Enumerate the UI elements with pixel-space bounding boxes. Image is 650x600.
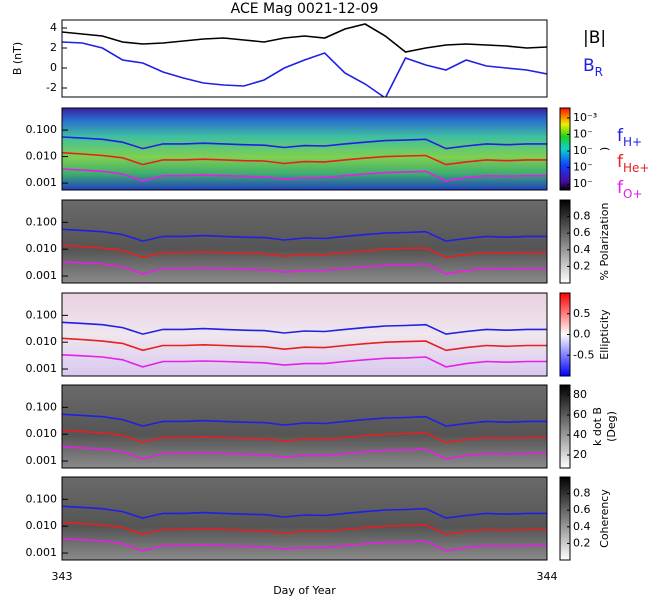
- legend-subscript: O+: [623, 187, 643, 201]
- legend-name: B: [583, 56, 595, 76]
- colorbar-tick-label: 10⁻³: [573, 111, 597, 124]
- colorbar-tick-label: 10⁻: [573, 177, 593, 190]
- series-line: [62, 41, 547, 97]
- legend-entry: |B|: [583, 28, 606, 48]
- legend-subscript: He+: [623, 161, 649, 175]
- colorbar-label: k dot B: [591, 407, 604, 446]
- chart-title: ACE Mag 0021-12-09: [231, 1, 379, 17]
- legend-name: |B|: [583, 28, 606, 48]
- gyrofrequency-line: [62, 321, 547, 335]
- legend-entry: fH+: [617, 126, 642, 149]
- y-tick-label: 0.001: [26, 362, 58, 375]
- colorbar-tick-label: 0.2: [573, 259, 591, 272]
- y-tick-label: 0.001: [26, 454, 58, 467]
- colorbar-tick-label: 0.2: [573, 536, 591, 549]
- legend-entry: fO+: [617, 178, 643, 201]
- y-tick-label: 0.010: [26, 519, 58, 532]
- y-axis-label: B (nT): [11, 42, 24, 75]
- gyrofrequency-line: [62, 354, 547, 368]
- colorbar-label: ): [598, 147, 611, 151]
- gyrofrequency-line: [62, 429, 547, 444]
- gyrofrequency-line: [62, 244, 547, 259]
- colorbar-tick-label: 0.4: [573, 520, 591, 533]
- y-tick-label: 0.010: [26, 150, 58, 163]
- gyrofrequency-line: [62, 168, 547, 182]
- x-axis-label: Day of Year: [273, 584, 336, 597]
- colorbar-tick-label: 10⁻: [573, 161, 593, 174]
- gyrofrequency-line: [62, 505, 547, 519]
- x-tick-label: 344: [537, 570, 558, 583]
- legend-entry: BR: [583, 56, 603, 79]
- colorbar-tick-label: 0.0: [573, 328, 591, 341]
- y-tick-label: 0.001: [26, 176, 58, 189]
- gyrofrequency-line: [62, 413, 547, 427]
- gyrofrequency-line: [62, 136, 547, 150]
- plot-frame: [61, 292, 548, 377]
- legend-name: f: [617, 178, 624, 198]
- plot-frame: [61, 107, 548, 191]
- y-tick-label: 0.010: [26, 335, 58, 348]
- colorbar-tick-label: 0.8: [573, 210, 591, 223]
- legend-subscript: H+: [623, 135, 642, 149]
- colorbar-tick-label: 60: [573, 408, 587, 421]
- legend-name: f: [617, 152, 624, 172]
- colorbar-label: % Polarization: [598, 203, 611, 281]
- y-tick-label: 4: [50, 21, 57, 34]
- colorbar: [559, 199, 571, 284]
- colorbar-tick-label: 0.4: [573, 243, 591, 256]
- plot-frame: [61, 384, 548, 469]
- series-line: [62, 23, 547, 53]
- colorbar-tick-label: 0.5: [573, 307, 591, 320]
- y-tick-label: -2: [46, 81, 57, 94]
- colorbar-label: Ellipticity: [598, 309, 611, 360]
- gyrofrequency-line: [62, 151, 547, 166]
- colorbar: [559, 107, 571, 191]
- y-tick-label: 0.100: [26, 492, 58, 505]
- colorbar-label: (Deg): [605, 411, 618, 442]
- colorbar-tick-label: 0.6: [573, 503, 591, 516]
- gyrofrequency-line: [62, 521, 547, 536]
- y-tick-label: 0.100: [26, 123, 58, 136]
- y-tick-label: 0.010: [26, 427, 58, 440]
- colorbar: [559, 476, 571, 561]
- colorbar-tick-label: -0.5: [573, 348, 594, 361]
- legend-subscript: R: [595, 65, 603, 79]
- gyrofrequency-line: [62, 337, 547, 352]
- gyrofrequency-line: [62, 228, 547, 242]
- colorbar-tick-label: 40: [573, 428, 587, 441]
- y-tick-label: 0: [50, 61, 57, 74]
- y-tick-label: 0.001: [26, 546, 58, 559]
- plot-frame: [61, 476, 548, 561]
- y-tick-label: 0.010: [26, 242, 58, 255]
- legend-name: f: [617, 126, 624, 146]
- colorbar-tick-label: 10⁻: [573, 128, 593, 141]
- gyrofrequency-line: [62, 261, 547, 275]
- colorbar-tick-label: 20: [573, 448, 587, 461]
- x-tick-label: 343: [52, 570, 73, 583]
- y-tick-label: 2: [50, 41, 57, 54]
- y-tick-label: 0.100: [26, 308, 58, 321]
- colorbar-tick-label: 10⁻: [573, 144, 593, 157]
- plot-frame: [61, 199, 548, 284]
- colorbar: [559, 384, 571, 469]
- gyrofrequency-line: [62, 538, 547, 552]
- colorbar-label: Coherency: [598, 489, 611, 548]
- gyrofrequency-line: [62, 446, 547, 460]
- colorbar-tick-label: 0.6: [573, 226, 591, 239]
- y-tick-label: 0.100: [26, 400, 58, 413]
- colorbar-tick-label: 0.8: [573, 487, 591, 500]
- legend-entry: fHe+: [617, 152, 649, 175]
- y-tick-label: 0.100: [26, 215, 58, 228]
- plot-frame: [61, 19, 548, 98]
- y-tick-label: 0.001: [26, 269, 58, 282]
- colorbar-tick-label: 80: [573, 388, 587, 401]
